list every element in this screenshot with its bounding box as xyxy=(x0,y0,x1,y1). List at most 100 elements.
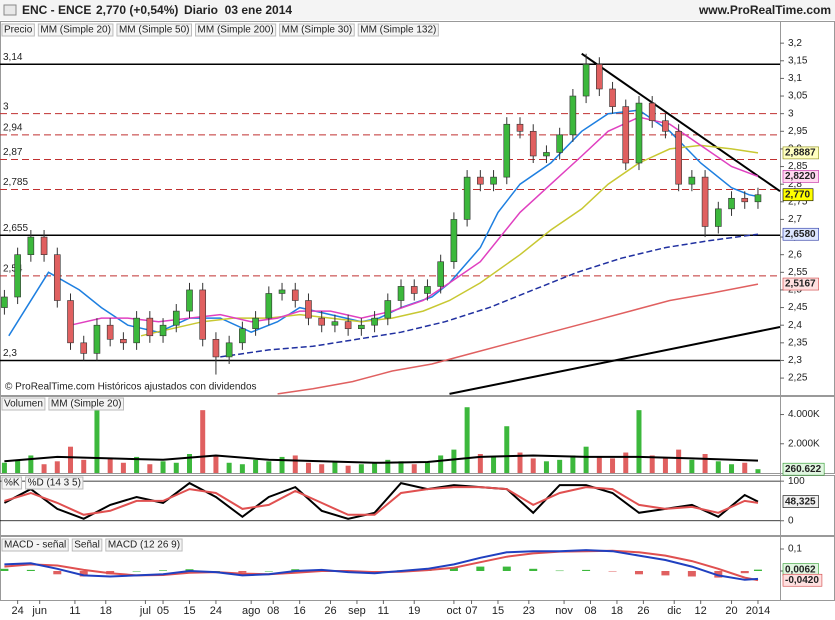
last-value-box xyxy=(782,573,823,587)
level-label: 2,655 xyxy=(3,223,28,234)
trend-line xyxy=(449,326,781,395)
volume-bar xyxy=(253,459,259,473)
candle-body xyxy=(741,197,749,203)
volume-bar xyxy=(239,464,245,473)
legend-box xyxy=(105,538,183,552)
y-tick-label: 2,3 xyxy=(788,355,802,366)
legend-entry: MM (Simple 200) xyxy=(198,25,274,36)
volume-bar xyxy=(81,459,87,473)
series-line xyxy=(140,144,759,337)
histogram-bar xyxy=(529,568,538,571)
candle-body xyxy=(556,134,563,153)
volume-bar xyxy=(583,446,589,473)
volume-bar xyxy=(398,461,404,473)
volume-bar xyxy=(715,461,721,473)
legend-box xyxy=(71,538,103,552)
histogram-bar xyxy=(159,570,168,571)
y-tick-label: 2,75 xyxy=(788,196,808,207)
legend-box xyxy=(1,476,23,490)
histogram-bar xyxy=(132,570,141,572)
candle-body xyxy=(529,130,537,157)
x-tick-label: 05 xyxy=(157,605,169,617)
volume-bar xyxy=(213,455,219,473)
last-value-label: -0,0420 xyxy=(785,575,819,586)
candle-body xyxy=(516,123,524,132)
last-value-label: 260.622 xyxy=(785,464,822,475)
y-tick-label: 2,85 xyxy=(788,161,808,172)
y-tick-label: 3,15 xyxy=(788,55,808,66)
candle-body xyxy=(252,317,259,330)
series-line xyxy=(8,109,759,337)
candle-body xyxy=(80,342,88,354)
volume-bar xyxy=(372,462,378,473)
histogram-bar xyxy=(687,570,696,577)
volume-bar xyxy=(676,449,682,473)
y-tick-label: 2,6 xyxy=(788,249,802,260)
y-tick-label: 2,7 xyxy=(788,214,802,225)
histogram-bar xyxy=(582,569,591,571)
x-tick-label: 24 xyxy=(12,605,24,617)
volume-bar xyxy=(332,461,338,473)
candle-body xyxy=(225,342,233,358)
volume-bar xyxy=(557,459,563,473)
last-value-box xyxy=(782,227,819,241)
header-bar xyxy=(0,0,835,20)
histogram-bar xyxy=(753,569,762,571)
candle-body xyxy=(437,261,444,287)
volume-bar xyxy=(345,465,351,473)
histogram-bar xyxy=(264,570,273,572)
candle-body xyxy=(424,286,431,294)
x-tick-label: ago xyxy=(242,605,260,617)
y-tick-label: 2,25 xyxy=(788,373,808,384)
volume-bar xyxy=(292,455,298,473)
x-tick-label: 15 xyxy=(183,605,195,617)
volume-bar xyxy=(689,459,695,473)
candle-body xyxy=(675,130,682,185)
candle-body xyxy=(582,64,590,97)
last-value-label: 48,325 xyxy=(785,496,816,507)
last-value-box xyxy=(782,277,819,291)
candle-body xyxy=(291,289,299,301)
histogram-bar xyxy=(449,567,458,571)
volume-bar xyxy=(504,426,510,473)
volume-bar xyxy=(134,456,140,473)
volume-bar xyxy=(662,458,668,473)
volume-bar xyxy=(438,455,444,473)
legend-entry: %D (14 3 5) xyxy=(28,478,81,489)
source: www.ProRealTime.com xyxy=(698,3,831,17)
x-tick-label: jul xyxy=(139,605,151,617)
legend-entry: MACD - señal xyxy=(4,540,66,551)
series-line xyxy=(3,481,759,520)
y-tick-label: 2,8 xyxy=(788,179,802,190)
candle-body xyxy=(186,289,193,312)
volume-bar xyxy=(160,461,166,473)
y-tick-label: 2,95 xyxy=(788,126,808,137)
candle-body xyxy=(728,197,735,210)
y-tick-label: 100 xyxy=(788,476,805,487)
last-value-box xyxy=(782,188,814,202)
volume-bar xyxy=(358,464,364,473)
candle-body xyxy=(371,317,378,326)
last-value-box xyxy=(782,462,825,476)
volume-bar xyxy=(200,410,206,473)
candle-body xyxy=(159,324,167,337)
candle-body xyxy=(596,64,603,90)
candle-body xyxy=(53,254,61,301)
x-tick-label: sep xyxy=(348,605,366,617)
legend-box xyxy=(195,23,277,37)
candle-body xyxy=(754,194,762,203)
candle-body xyxy=(172,310,180,326)
last-value-label: 2,8887 xyxy=(785,148,816,159)
volume-bar xyxy=(729,464,735,473)
legend-box xyxy=(357,23,439,37)
volume-bar xyxy=(68,446,74,473)
volume-bar xyxy=(266,461,272,473)
volume-bar xyxy=(279,456,285,473)
volume-bar xyxy=(107,458,113,473)
y-tick-label: 3 xyxy=(788,108,794,119)
y-tick-label: 2.000K xyxy=(788,438,820,449)
last-value-label: 2,6580 xyxy=(785,229,816,240)
candle-body xyxy=(265,293,273,319)
candle-body xyxy=(463,176,471,220)
